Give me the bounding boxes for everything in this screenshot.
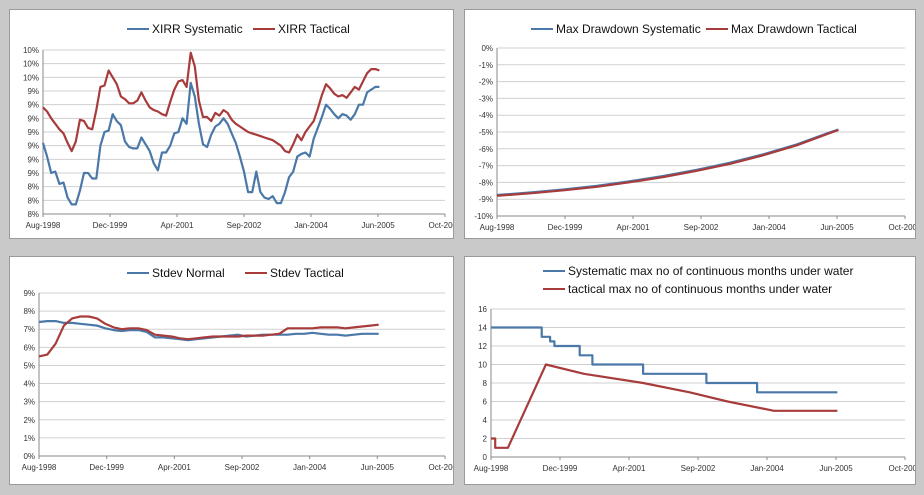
y-tick-label: 4% xyxy=(23,380,35,389)
y-tick-label: -6% xyxy=(479,145,493,154)
y-tick-label: 8% xyxy=(27,183,39,192)
series-line-tactical xyxy=(42,51,380,154)
series-line-tactical xyxy=(496,128,839,197)
y-tick-label: 0% xyxy=(23,452,35,461)
stdev-chart: 0% 1% 2% 3% 4% 5% 6% 7% 8% 9% Aug-1998 Dec-1999 Apr-… xyxy=(22,266,453,472)
x-tick-label: Jan-2004 xyxy=(293,463,327,472)
x-tick-label: Oct-2006 xyxy=(429,221,453,230)
y-tick-label: 9% xyxy=(27,87,39,96)
y-tick-label: -5% xyxy=(479,128,493,137)
y-tick-label: 3% xyxy=(23,398,35,407)
y-tick-label: 10% xyxy=(23,60,39,69)
y-tick-label: 5% xyxy=(23,361,35,370)
y-tick-label: 10% xyxy=(23,73,39,82)
x-tick-label: Jan-2004 xyxy=(752,223,786,232)
x-tick-label: Jun-2005 xyxy=(361,221,395,230)
y-tick-label: 12 xyxy=(478,342,487,351)
x-tick-label: Jun-2005 xyxy=(361,463,395,472)
max-drawdown-chart-panel[interactable]: 0% -1% -2% -3% -4% -5% -6% -7% -8% -9% -10% Aug-199… xyxy=(464,9,916,239)
y-tick-label: -1% xyxy=(479,61,493,70)
months-under-water-chart: 0 2 4 6 8 10 12 14 16 Aug-1998 Dec-1999 Apr-2001 Sep… xyxy=(474,264,915,473)
x-tick-label: Sep-2002 xyxy=(227,221,262,230)
x-tick-label: Jun-2005 xyxy=(819,464,853,473)
y-tick-label: -10% xyxy=(474,212,493,221)
y-tick-label: 9% xyxy=(27,101,39,110)
legend-label-systematic: Stdev Normal xyxy=(152,266,225,280)
x-tick-label: Aug-1998 xyxy=(26,221,61,230)
x-tick-label: Dec-1999 xyxy=(543,464,578,473)
y-tick-label: 8 xyxy=(483,379,488,388)
legend-label-systematic: XIRR Systematic xyxy=(152,22,243,36)
legend-label-tactical: Stdev Tactical xyxy=(270,266,344,280)
x-tick-label: Oct-2006 xyxy=(429,463,453,472)
x-tick-label: Sep-2002 xyxy=(681,464,716,473)
legend-label-tactical: tactical max no of continuous months und… xyxy=(568,282,832,296)
y-tick-label: -2% xyxy=(479,78,493,87)
y-tick-label: 9% xyxy=(27,128,39,137)
x-tick-label: Aug-1998 xyxy=(22,463,57,472)
y-tick-label: 9% xyxy=(27,114,39,123)
y-tick-label: 10 xyxy=(478,361,487,370)
x-tick-label: Jun-2005 xyxy=(820,223,854,232)
months-under-water-chart-panel[interactable]: 0 2 4 6 8 10 12 14 16 Aug-1998 Dec-1999 Apr-2001 Sep… xyxy=(464,256,916,485)
y-tick-label: 10% xyxy=(23,46,39,55)
y-tick-label: 4 xyxy=(483,416,488,425)
max-drawdown-chart: 0% -1% -2% -3% -4% -5% -6% -7% -8% -9% -10% Aug-199… xyxy=(474,22,915,232)
y-tick-label: 9% xyxy=(23,289,35,298)
y-tick-label: -3% xyxy=(479,94,493,103)
y-tick-label: 9% xyxy=(27,142,39,151)
x-tick-label: Dec-1999 xyxy=(89,463,124,472)
x-tick-label: Aug-1998 xyxy=(480,223,515,232)
x-tick-label: Apr-2001 xyxy=(161,221,194,230)
stdev-chart-panel[interactable]: 0% 1% 2% 3% 4% 5% 6% 7% 8% 9% Aug-1998 Dec-1999 Apr-… xyxy=(9,256,454,485)
y-tick-label: 9% xyxy=(27,155,39,164)
y-tick-label: -4% xyxy=(479,111,493,120)
x-tick-label: Aug-1998 xyxy=(474,464,509,473)
x-tick-label: Apr-2001 xyxy=(617,223,650,232)
y-tick-label: 0 xyxy=(483,453,488,462)
y-tick-label: 6% xyxy=(23,343,35,352)
y-tick-label: 9% xyxy=(27,169,39,178)
x-tick-label: Sep-2002 xyxy=(225,463,260,472)
x-tick-label: Jan-2004 xyxy=(750,464,784,473)
x-tick-label: Dec-1999 xyxy=(93,221,128,230)
y-tick-label: 8% xyxy=(23,307,35,316)
y-tick-label: -9% xyxy=(479,195,493,204)
legend-label-systematic: Max Drawdown Systematic xyxy=(556,22,701,36)
series-line-tactical xyxy=(491,363,838,449)
x-tick-label: Jan-2004 xyxy=(294,221,328,230)
xirr-chart-panel[interactable]: 8% 8% 8% 9% 9% 9% 9% 9% 9% 9% 10% 10% 10% Aug-1998 Dec… xyxy=(9,9,454,239)
y-tick-label: -7% xyxy=(479,162,493,171)
y-tick-label: 2% xyxy=(23,416,35,425)
legend-label-systematic: Systematic max no of continuous months u… xyxy=(568,264,853,278)
legend-label-tactical: XIRR Tactical xyxy=(278,22,350,36)
y-tick-label: 16 xyxy=(478,305,487,314)
series-line-systematic xyxy=(41,81,380,206)
xirr-chart: 8% 8% 8% 9% 9% 9% 9% 9% 9% 9% 10% 10% 10% Aug-1998 Dec… xyxy=(23,22,453,230)
x-tick-label: Dec-1999 xyxy=(548,223,583,232)
y-tick-label: 8% xyxy=(27,196,39,205)
x-tick-label: Oct-2006 xyxy=(889,223,915,232)
y-tick-label: 6 xyxy=(483,398,488,407)
x-tick-label: Apr-2001 xyxy=(613,464,646,473)
y-tick-label: 2 xyxy=(483,435,488,444)
legend-label-tactical: Max Drawdown Tactical xyxy=(731,22,857,36)
series-line-tactical xyxy=(38,315,379,358)
x-tick-label: Apr-2001 xyxy=(158,463,191,472)
y-tick-label: 7% xyxy=(23,325,35,334)
y-tick-label: 0% xyxy=(481,44,493,53)
y-tick-label: 8% xyxy=(27,210,39,219)
y-tick-label: -8% xyxy=(479,178,493,187)
y-tick-label: 1% xyxy=(23,434,35,443)
x-tick-label: Oct-2006 xyxy=(889,464,915,473)
series-line-systematic xyxy=(496,128,839,197)
series-line-systematic xyxy=(491,326,838,394)
y-tick-label: 14 xyxy=(478,324,487,333)
x-tick-label: Sep-2002 xyxy=(684,223,719,232)
